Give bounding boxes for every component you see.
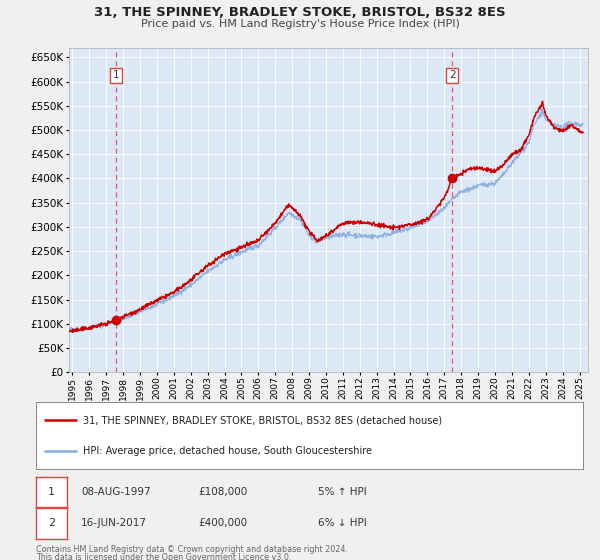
Text: Price paid vs. HM Land Registry's House Price Index (HPI): Price paid vs. HM Land Registry's House … xyxy=(140,19,460,29)
Text: This data is licensed under the Open Government Licence v3.0.: This data is licensed under the Open Gov… xyxy=(36,553,292,560)
Text: 16-JUN-2017: 16-JUN-2017 xyxy=(81,519,147,528)
Text: 31, THE SPINNEY, BRADLEY STOKE, BRISTOL, BS32 8ES: 31, THE SPINNEY, BRADLEY STOKE, BRISTOL,… xyxy=(94,6,506,18)
Text: 5% ↑ HPI: 5% ↑ HPI xyxy=(318,487,367,497)
Text: 1: 1 xyxy=(48,487,55,497)
Text: 31, THE SPINNEY, BRADLEY STOKE, BRISTOL, BS32 8ES (detached house): 31, THE SPINNEY, BRADLEY STOKE, BRISTOL,… xyxy=(83,415,442,425)
Text: 08-AUG-1997: 08-AUG-1997 xyxy=(81,487,151,497)
Text: £400,000: £400,000 xyxy=(198,519,247,528)
Text: HPI: Average price, detached house, South Gloucestershire: HPI: Average price, detached house, Sout… xyxy=(83,446,371,456)
Text: 6% ↓ HPI: 6% ↓ HPI xyxy=(318,519,367,528)
Text: 2: 2 xyxy=(449,70,455,80)
Text: £108,000: £108,000 xyxy=(198,487,247,497)
Text: 1: 1 xyxy=(113,70,119,80)
Text: 2: 2 xyxy=(48,519,55,528)
Text: Contains HM Land Registry data © Crown copyright and database right 2024.: Contains HM Land Registry data © Crown c… xyxy=(36,545,348,554)
